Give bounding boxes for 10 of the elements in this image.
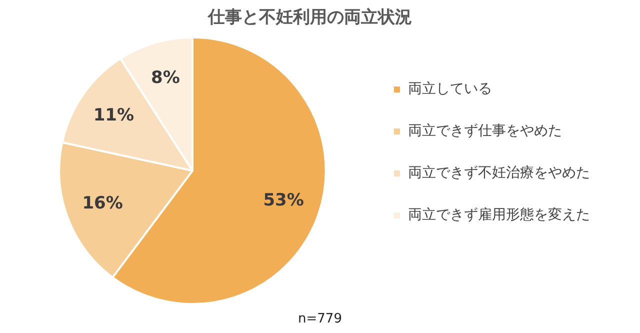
data-label: 53%	[263, 190, 304, 210]
data-label: 8%	[151, 68, 180, 88]
legend-label: 両立できず不妊治療をやめた	[408, 165, 590, 182]
legend-label: 両立できず雇用形態を変えた	[408, 207, 590, 224]
legend-label: 両立できず仕事をやめた	[408, 123, 562, 140]
text: n=779	[298, 311, 342, 326]
legend-label: 両立している	[408, 81, 492, 98]
data-label: 11%	[93, 105, 134, 126]
data-label: 16%	[82, 194, 123, 214]
chart-title: 仕事と不妊利用の両立状況	[207, 8, 412, 28]
